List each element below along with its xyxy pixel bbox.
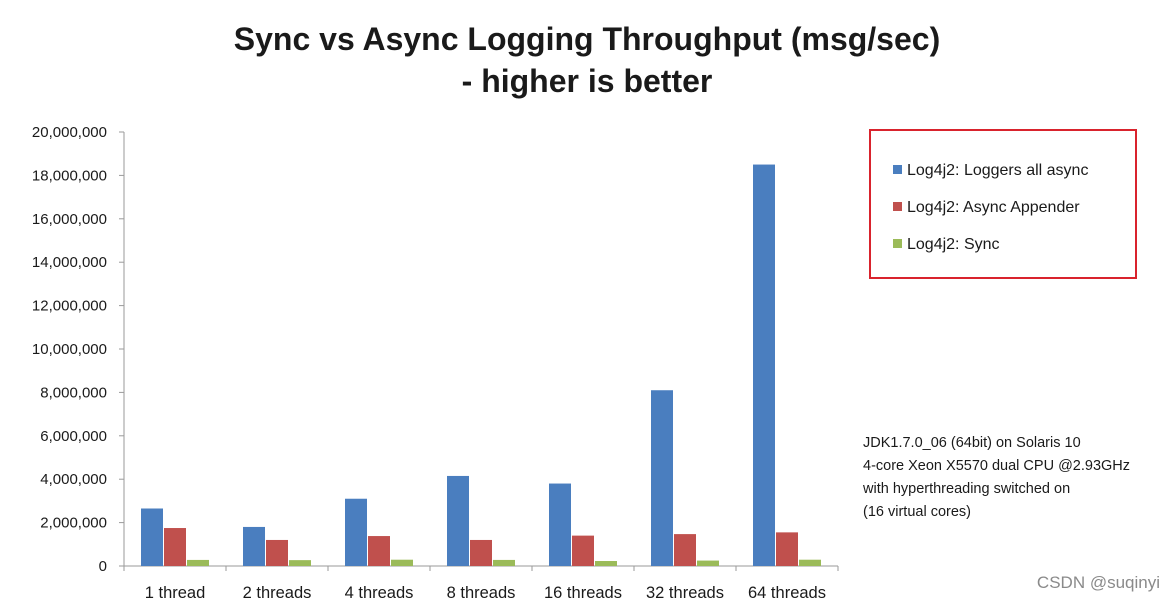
annotation-line: JDK1.7.0_06 (64bit) on Solaris 10 [863,435,1081,451]
x-tick-label: 64 threads [748,584,826,602]
bar-log4j2-async-appender [470,539,492,566]
y-tick-label: 18,000,000 [32,167,107,184]
bar-log4j2-async-appender [266,539,288,566]
y-tick-label: 20,000,000 [32,124,107,141]
bar-log4j2-sync [697,560,719,566]
bar-log4j2-loggers-all-async [345,498,367,566]
y-tick-label: 12,000,000 [32,298,107,315]
legend-item-loggers-all-async: Log4j2: Loggers all async [893,162,1088,180]
bar-log4j2-sync [187,559,209,566]
x-tick-label: 4 threads [345,584,414,602]
y-tick-label: 14,000,000 [32,254,107,271]
bar-log4j2-sync [799,559,821,566]
axis-labels: 0 2,000,000 4,000,000 6,000,000 8,000,000 10,… [32,124,826,602]
legend-label: Log4j2: Async Appender [907,199,1080,216]
environment-annotation: JDK1.7.0_06 (64bit) on Solaris 10 4-core… [863,432,1130,524]
legend-swatch-async-appender [893,202,902,211]
bar-log4j2-async-appender [368,536,390,566]
bar-log4j2-sync [493,559,515,566]
bar-log4j2-loggers-all-async [141,508,163,566]
bar-log4j2-loggers-all-async [753,164,775,567]
chart-title-line-1: Sync vs Async Logging Throughput (msg/se… [233,21,941,57]
chart-title-line-2: - higher is better [461,63,713,99]
bar-log4j2-loggers-all-async [447,475,469,566]
bar-log4j2-async-appender [164,528,186,566]
x-tick-label: 16 threads [544,584,622,602]
y-tick-label: 4,000,000 [40,471,107,488]
annotation-line: (16 virtual cores) [863,504,971,520]
bar-log4j2-loggers-all-async [651,390,673,566]
annotation-line: with hyperthreading switched on [863,481,1071,497]
bar-log4j2-loggers-all-async [549,483,571,566]
legend-label: Log4j2: Loggers all async [907,162,1089,179]
legend-swatch-loggers-all-async [893,165,902,174]
bar-log4j2-sync [595,561,617,566]
bar-log4j2-async-appender [572,535,594,566]
watermark: CSDN @suqinyi [1036,573,1160,592]
bar-log4j2-async-appender [674,534,696,566]
legend-swatch-sync [893,239,902,248]
bars [141,164,821,567]
y-tick-label: 10,000,000 [32,341,107,358]
axes [119,131,839,571]
legend-item-async-appender: Log4j2: Async Appender [893,199,1080,217]
y-tick-label: 16,000,000 [32,211,107,228]
y-tick-label: 0 [99,558,107,575]
legend-item-sync: Log4j2: Sync [893,236,1000,254]
y-tick-label: 2,000,000 [40,515,107,532]
legend-label: Log4j2: Sync [907,236,1000,253]
bar-log4j2-loggers-all-async [243,526,265,566]
x-tick-label: 1 thread [145,584,206,602]
bar-log4j2-sync [289,560,311,566]
annotation-line: 4-core Xeon X5570 dual CPU @2.93GHz [863,458,1131,474]
y-tick-label: 8,000,000 [40,384,107,401]
bar-log4j2-async-appender [776,532,798,566]
chart-title: Sync vs Async Logging Throughput (msg/se… [0,18,1174,102]
x-tick-label: 2 threads [243,584,312,602]
y-tick-label: 6,000,000 [40,428,107,445]
bar-log4j2-sync [391,559,413,566]
legend: Log4j2: Loggers all async Log4j2: Async … [869,129,1137,279]
x-tick-label: 8 threads [447,584,516,602]
x-tick-label: 32 threads [646,584,724,602]
